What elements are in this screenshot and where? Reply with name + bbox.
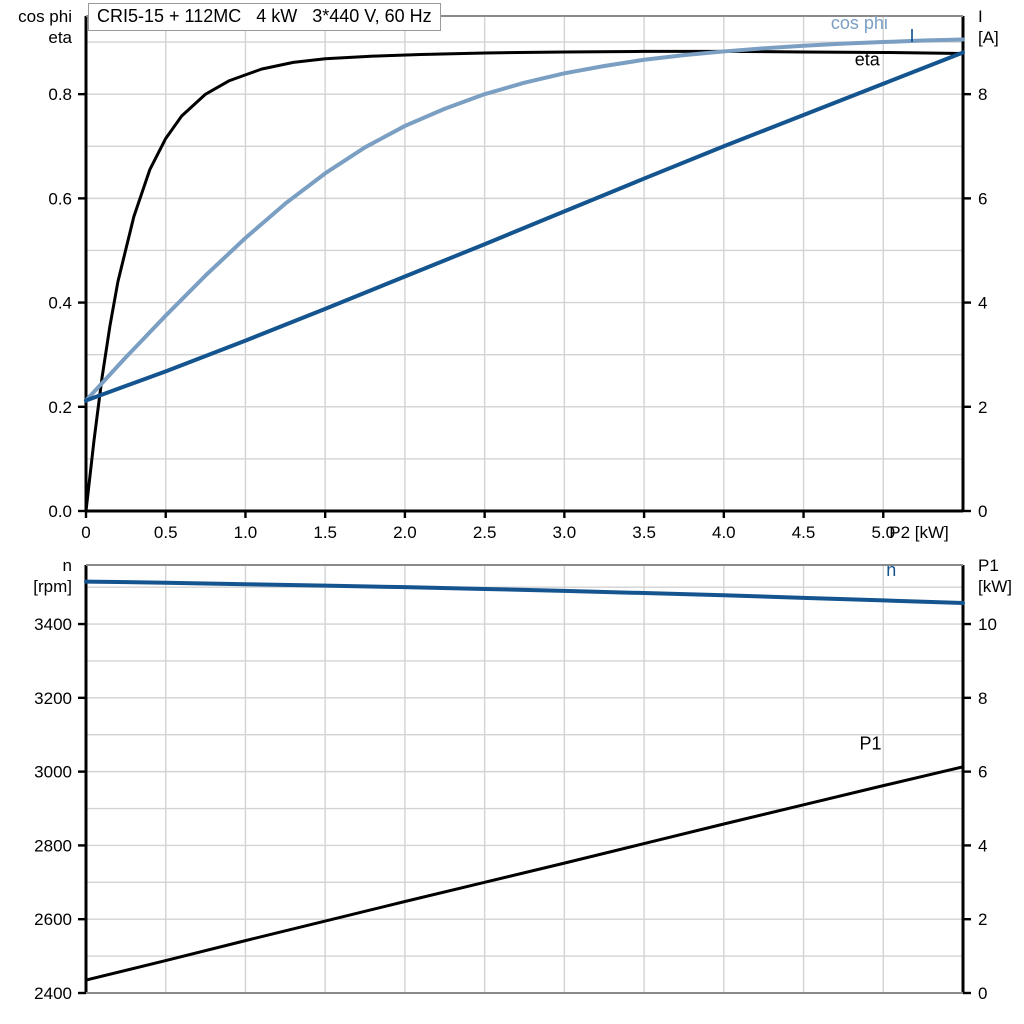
x-tick-label: 2.0 [393, 523, 417, 542]
y-axis-left-caption-1: n [63, 556, 72, 575]
y-tick-left: 3400 [34, 615, 72, 634]
curve-label-cos-phi: cos phi [831, 13, 888, 33]
series-curve-eta [84, 49, 965, 513]
x-tick-label: 0.5 [154, 523, 178, 542]
chart-bottom-svg: 2400 2600 2800 3000 3200 3400 0 2 4 6 8 10 n [rpm] P1 [… [33, 556, 1012, 1003]
y-tick-left: 2800 [34, 836, 72, 855]
series-curve-i [84, 50, 965, 403]
y-axis-left-caption-1: cos phi [18, 7, 72, 26]
x-tick-label: 0 [81, 523, 90, 542]
curve-label-i: I [909, 26, 914, 46]
x-tick-label: 3.5 [632, 523, 656, 542]
y-axis-right-caption-1: P1 [978, 556, 999, 575]
y-axis-left-caption-2: eta [48, 28, 72, 47]
series-curve-cos-phi [84, 37, 965, 403]
x-tick-label: 4.0 [712, 523, 736, 542]
y-tick-left: 0.2 [48, 398, 72, 417]
series-curve-p1 [84, 765, 965, 982]
y-tick-right: 0 [978, 984, 987, 1003]
x-axis-label: P2 [kW] [889, 523, 949, 542]
y-tick-right: 2 [978, 398, 987, 417]
y-tick-left: 0.4 [48, 294, 72, 313]
y-tick-left: 2400 [34, 984, 72, 1003]
y-tick-right: 6 [978, 189, 987, 208]
x-tick-label: 3.0 [553, 523, 577, 542]
chart-bottom-panel: 2400 2600 2800 3000 3200 3400 0 2 4 6 8 10 n [rpm] P1 [… [0, 545, 1024, 1024]
curve-label-eta: eta [855, 50, 881, 70]
y-tick-left: 3000 [34, 763, 72, 782]
x-tick-label: 1.0 [234, 523, 258, 542]
x-tick-label: 1.5 [313, 523, 337, 542]
y-tick-left: 0.8 [48, 85, 72, 104]
y-tick-right: 4 [978, 294, 987, 313]
y-tick-left: 2600 [34, 910, 72, 929]
x-tick-label: 2.5 [473, 523, 497, 542]
y-tick-left: 3200 [34, 689, 72, 708]
y-tick-left: 0.6 [48, 189, 72, 208]
y-tick-right: 2 [978, 910, 987, 929]
curve-label-p1: P1 [860, 733, 882, 753]
curve-label-n: n [886, 560, 896, 580]
y-tick-left: 0.0 [48, 502, 72, 521]
y-axis-left-caption-2: [rpm] [33, 577, 72, 596]
y-tick-right: 8 [978, 689, 987, 708]
y-tick-right: 4 [978, 836, 987, 855]
chart-top-svg: 0.0 0.2 0.4 0.6 0.8 0 2 4 6 8 0 0.5 1.0 1.5 2.0 2.5 3.0 3… [18, 7, 999, 542]
y-axis-right-caption-2: [A] [978, 28, 999, 47]
y-tick-right: 0 [978, 502, 987, 521]
y-tick-right: 8 [978, 85, 987, 104]
y-tick-right: 6 [978, 763, 987, 782]
y-axis-right-caption-2: [kW] [978, 577, 1012, 596]
y-tick-right: 10 [978, 615, 997, 634]
chart-top-panel: 0.0 0.2 0.4 0.6 0.8 0 2 4 6 8 0 0.5 1.0 1.5 2.0 2.5 3.0 3… [18, 7, 999, 542]
x-tick-label: 5.0 [871, 523, 895, 542]
y-axis-right-caption-1: I [978, 7, 983, 26]
x-tick-label: 4.5 [792, 523, 816, 542]
series-curve-n [84, 579, 965, 605]
chart-title-box: CRI5-15 + 112MC 4 kW 3*440 V, 60 Hz [88, 3, 441, 31]
